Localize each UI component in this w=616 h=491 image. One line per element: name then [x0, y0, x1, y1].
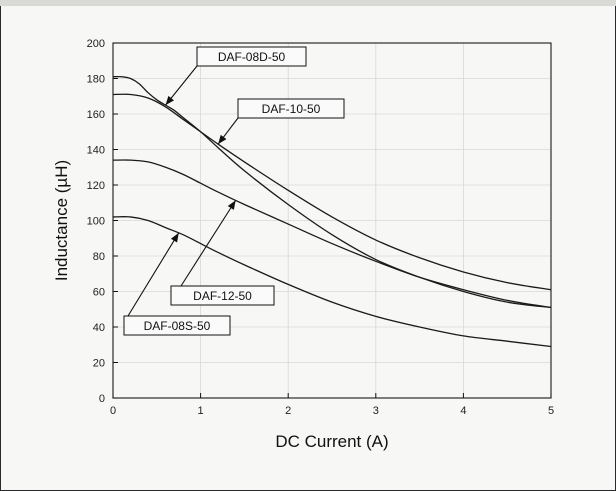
callout-arrowhead [218, 134, 227, 145]
y-tick-label: 40 [93, 322, 105, 334]
axis-ticks: 0 1 2 3 4 5 0 20 40 60 80 100 120 140 160 180 200 [87, 38, 554, 417]
series-line-daf-10-50 [112, 93, 552, 291]
callout-arrowhead [170, 232, 179, 243]
x-tick-label: 1 [198, 405, 204, 417]
callout-box [123, 315, 231, 336]
x-axis-label: DC Current (A) [275, 432, 388, 451]
callout-daf-12-50: DAF-12-50 [170, 200, 275, 306]
callout-arrow-line [127, 232, 180, 317]
y-tick-label: 100 [87, 216, 105, 228]
y-tick-label: 180 [87, 74, 105, 86]
callout-daf-08s-50: DAF-08S-50 [123, 232, 231, 336]
callout-label: DAF-08D-50 [218, 50, 286, 64]
callout-arrow-line [180, 200, 237, 287]
callout-daf-08d-50: DAF-08D-50 [165, 46, 307, 106]
x-tick-label: 2 [285, 405, 291, 417]
y-tick-label: 60 [93, 287, 105, 299]
chart-grid [112, 42, 552, 399]
callout-box [170, 285, 275, 306]
x-tick-label: 3 [373, 405, 379, 417]
y-tick-label: 80 [93, 251, 105, 263]
callout-arrowhead [227, 200, 236, 210]
x-tick-label: 4 [460, 405, 466, 417]
callout-daf-10-50: DAF-10-50 [217, 98, 345, 145]
chart-series [112, 75, 552, 348]
callout-label: DAF-08S-50 [144, 319, 211, 333]
series-line-daf-08s-50 [112, 216, 552, 348]
callout-box [196, 46, 307, 67]
y-tick-label: 0 [99, 393, 105, 405]
y-tick-label: 160 [87, 109, 105, 121]
y-tick-label: 20 [93, 358, 105, 370]
y-tick-label: 120 [87, 180, 105, 192]
x-tick-label: 0 [110, 405, 116, 417]
y-tick-label: 140 [87, 145, 105, 157]
series-line-daf-12-50 [112, 159, 552, 309]
series-callouts: DAF-08D-50 DAF-10-50 DAF-12-50 DAF-08S-50 [123, 46, 345, 336]
y-axis-label: Inductance (µH) [52, 160, 71, 281]
callout-label: DAF-12-50 [193, 289, 252, 303]
scan-top-band [0, 0, 616, 6]
callout-arrowhead [165, 95, 175, 106]
x-tick-label: 5 [548, 405, 554, 417]
callout-label: DAF-10-50 [262, 102, 321, 116]
callout-box [237, 98, 345, 119]
y-tick-label: 200 [87, 38, 105, 50]
